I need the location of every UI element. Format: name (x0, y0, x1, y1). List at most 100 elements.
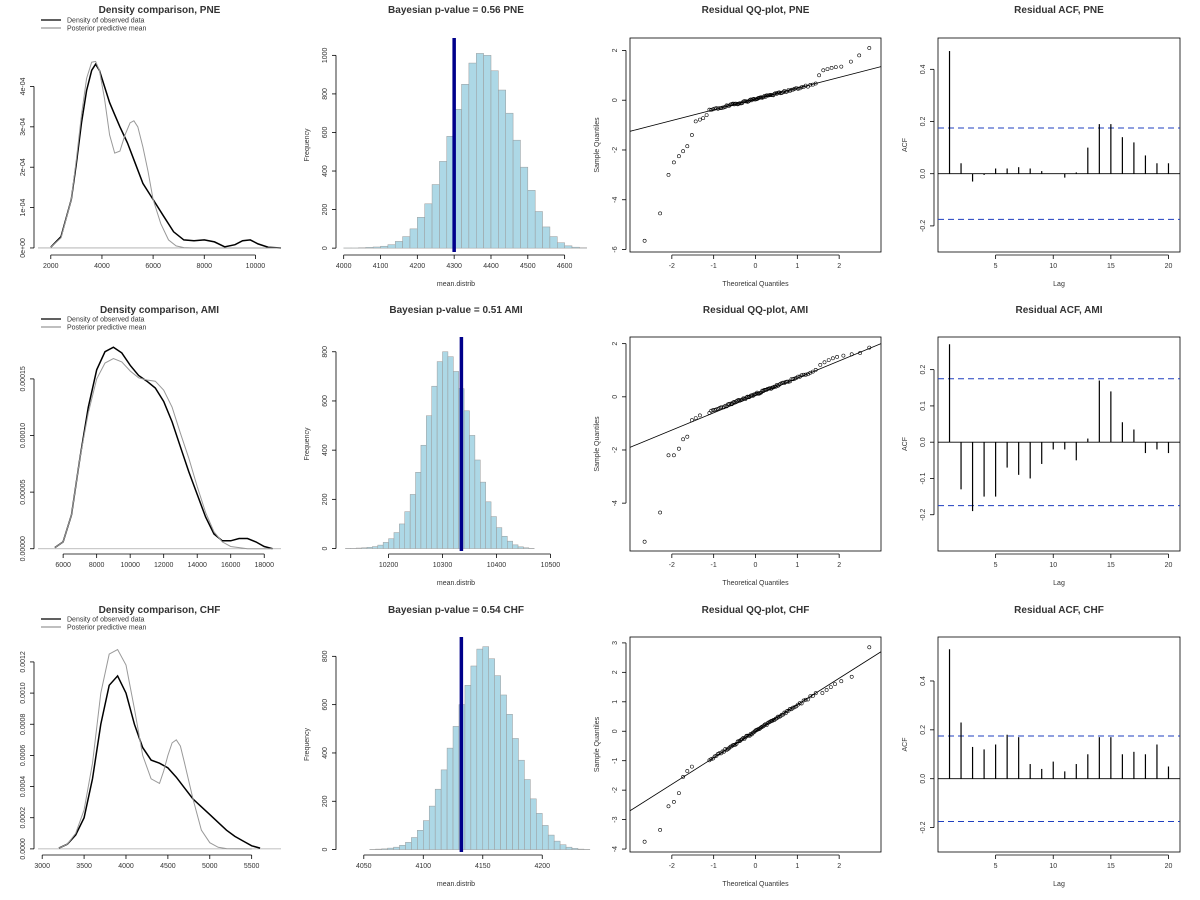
x-tick-label: 2 (837, 562, 841, 569)
histogram-bar (474, 459, 481, 549)
histogram-bar (447, 356, 454, 549)
y-axis-label: Frequency (304, 727, 311, 761)
histogram-bar (530, 798, 537, 850)
qq-point (831, 356, 835, 361)
histogram-bar (476, 53, 484, 249)
y-tick-label: 0.0008 (20, 713, 27, 735)
histogram-bar (464, 685, 472, 850)
x-tick-label: 10 (1049, 863, 1057, 870)
y-tick-label: 0.4 (920, 676, 927, 686)
y-tick-label: 0.2 (920, 365, 927, 375)
y-axis-label: Frequency (304, 128, 311, 162)
histogram-bar (470, 665, 478, 850)
histogram-bar (496, 527, 503, 549)
qq-point (857, 53, 862, 58)
histogram-bar (559, 844, 567, 850)
y-tick-label: 0.0012 (20, 651, 27, 673)
histogram-bar (404, 511, 411, 549)
y-tick-label: 0 (322, 246, 329, 250)
qq-point (672, 453, 676, 458)
histogram-bar (411, 837, 418, 850)
qq-point (786, 379, 791, 384)
y-tick-label: -0.2 (920, 220, 927, 232)
y-tick-label: -2 (612, 147, 619, 153)
histogram-bar (542, 226, 551, 249)
histogram-bar (482, 646, 489, 850)
y-tick-label: 3 (612, 641, 619, 645)
qq-point (813, 691, 818, 696)
qq-point (685, 144, 690, 149)
panel-title: Residual ACF, AMI (1015, 305, 1102, 316)
x-tick-label: 20 (1165, 562, 1173, 569)
histogram-bar (431, 184, 440, 249)
x-tick-label: 0 (754, 263, 758, 270)
qq-point (752, 730, 756, 735)
y-tick-label: 0.00015 (20, 366, 27, 391)
x-tick-label: 4000 (118, 863, 134, 870)
qq-point (738, 739, 742, 743)
panel-1: Density comparison, PNE 2000 4000 6000 8000 1… (20, 5, 282, 270)
histogram-bar (512, 139, 521, 249)
y-axis-label: ACF (902, 738, 909, 752)
y-axis-label: ACF (902, 138, 909, 152)
y-axis-label: Sample Quantiles (594, 716, 601, 772)
histogram-bar (512, 544, 519, 549)
y-tick-label: 1 (612, 700, 619, 704)
x-tick-label: 20 (1165, 863, 1173, 870)
x-tick-label: 4000 (94, 263, 110, 270)
plot-box (937, 336, 1181, 552)
qq-point (712, 407, 717, 412)
histogram-bar (553, 840, 561, 850)
histogram-bar (393, 532, 400, 549)
histogram-bar (399, 523, 406, 549)
plot-box (629, 336, 882, 552)
x-tick-label: 12000 (154, 562, 174, 569)
qq-point (797, 701, 802, 706)
x-tick-label: -1 (711, 562, 717, 569)
histogram-bar (382, 542, 389, 549)
qq-point (821, 68, 826, 73)
histogram-bar (420, 444, 427, 549)
y-tick-label: 0 (322, 546, 329, 550)
histogram-bar (542, 825, 549, 850)
panel-title: Residual ACF, PNE (1014, 5, 1104, 16)
y-tick-label: 0.0000 (20, 838, 27, 860)
qq-point (867, 645, 872, 650)
histogram-bar (505, 112, 514, 249)
qq-point (776, 714, 780, 719)
histogram-bar (428, 805, 436, 850)
qq-point (658, 828, 663, 832)
y-tick-label: 200 (322, 493, 329, 505)
qq-point (709, 757, 714, 762)
qq-reference-line (629, 343, 882, 448)
qq-point (824, 688, 829, 692)
y-tick-label: 2e-04 (20, 158, 27, 176)
qq-point (707, 107, 712, 112)
y-tick-label: 0.0 (920, 437, 927, 447)
qq-point (685, 769, 690, 773)
histogram-bar (372, 546, 379, 549)
x-tick-label: 10000 (120, 562, 140, 569)
histogram-bar (365, 247, 374, 249)
histogram-bar (500, 694, 507, 850)
qq-point (811, 369, 815, 374)
panel-title: Bayesian p-value = 0.54 CHF (388, 605, 524, 616)
qq-point (820, 691, 825, 695)
histogram-bar (380, 245, 389, 249)
histogram-bar (549, 236, 558, 249)
qq-point (701, 116, 706, 121)
legend-label: Posterior predictive mean (67, 625, 146, 632)
x-tick-label: 5 (994, 562, 998, 569)
x-tick-label: 0 (754, 562, 758, 569)
histogram-bar (415, 472, 422, 549)
histogram-bar (393, 846, 400, 850)
histogram-bar (436, 361, 443, 549)
y-tick-label: 4e-04 (20, 77, 27, 95)
x-tick-label: 5000 (202, 863, 218, 870)
histogram-bar (463, 410, 470, 549)
y-axis-label: ACF (902, 437, 909, 451)
histogram-bar (520, 166, 529, 249)
qq-point (698, 117, 702, 122)
panel-11: Residual QQ-plot, CHF -2 -1 0 1 2 -4 -3 -2 -1 0 1 2 3… (594, 605, 882, 888)
